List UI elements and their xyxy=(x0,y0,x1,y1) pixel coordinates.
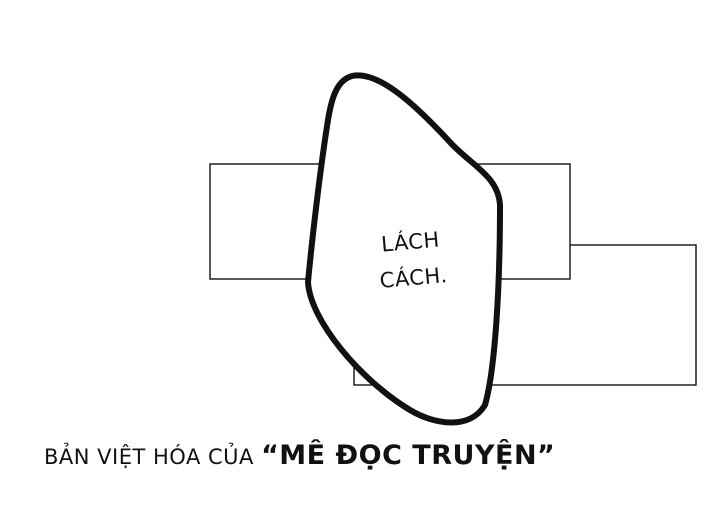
credit-prefix: BẢN VIỆT HÓA CỦA xyxy=(44,445,262,469)
sound-effect-text: LÁCH CÁCH. xyxy=(349,219,475,301)
translation-credit: BẢN VIỆT HÓA CỦA “MÊ ĐỌC TRUYỆN” xyxy=(44,440,684,471)
credit-brand: “MÊ ĐỌC TRUYỆN” xyxy=(261,440,556,471)
sound-effect-bubble xyxy=(305,72,503,426)
